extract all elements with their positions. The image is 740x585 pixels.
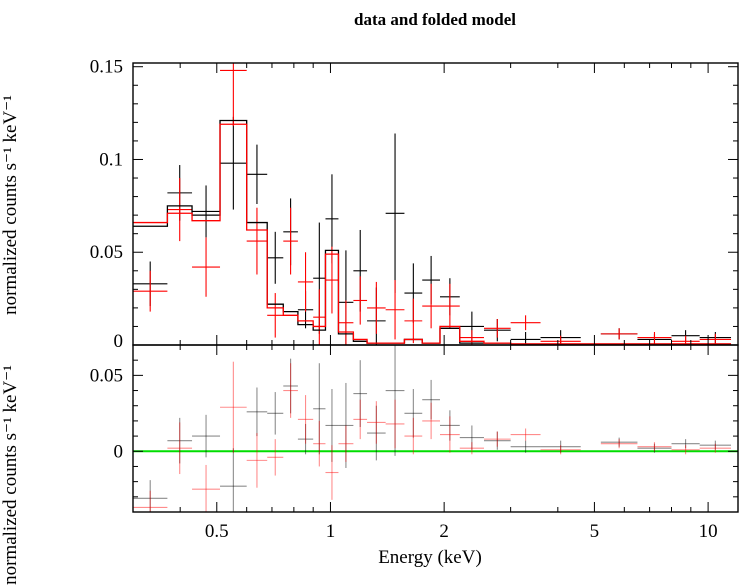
x-tick-label: 5 bbox=[590, 521, 600, 542]
top-data bbox=[133, 63, 732, 345]
y-axis-label-top: normalized counts s⁻¹ keV⁻¹ bbox=[0, 95, 21, 315]
y-tick-label: 0.05 bbox=[90, 365, 123, 386]
x-tick-label: 2 bbox=[439, 521, 449, 542]
chart-title: data and folded model bbox=[354, 10, 516, 29]
x-tick-label: 0.5 bbox=[205, 521, 229, 542]
model-step-line bbox=[133, 119, 732, 345]
top-panel: 0 0.05 0.1 0.15 bbox=[90, 57, 739, 352]
y-tick-label: 0.05 bbox=[90, 242, 123, 263]
x-tick-label: 1 bbox=[326, 521, 336, 542]
bottom-data bbox=[133, 345, 738, 512]
top-frame bbox=[132, 62, 739, 346]
x-tick-label: 10 bbox=[699, 521, 718, 542]
model-step-line bbox=[133, 123, 732, 345]
x-axis-label: Energy (keV) bbox=[378, 547, 482, 568]
y-tick-label: 0.15 bbox=[90, 57, 123, 78]
y-tick-label: 0 bbox=[114, 331, 124, 352]
y-tick-label: 0.1 bbox=[99, 149, 123, 170]
y-tick-label: 0 bbox=[114, 441, 124, 462]
bottom-frame bbox=[132, 344, 739, 513]
y-axis-label-bottom: normalized counts s⁻¹ keV⁻¹ bbox=[0, 365, 21, 585]
bottom-panel: 0 0.05 0.5 1 2 5 10 bbox=[90, 344, 739, 542]
